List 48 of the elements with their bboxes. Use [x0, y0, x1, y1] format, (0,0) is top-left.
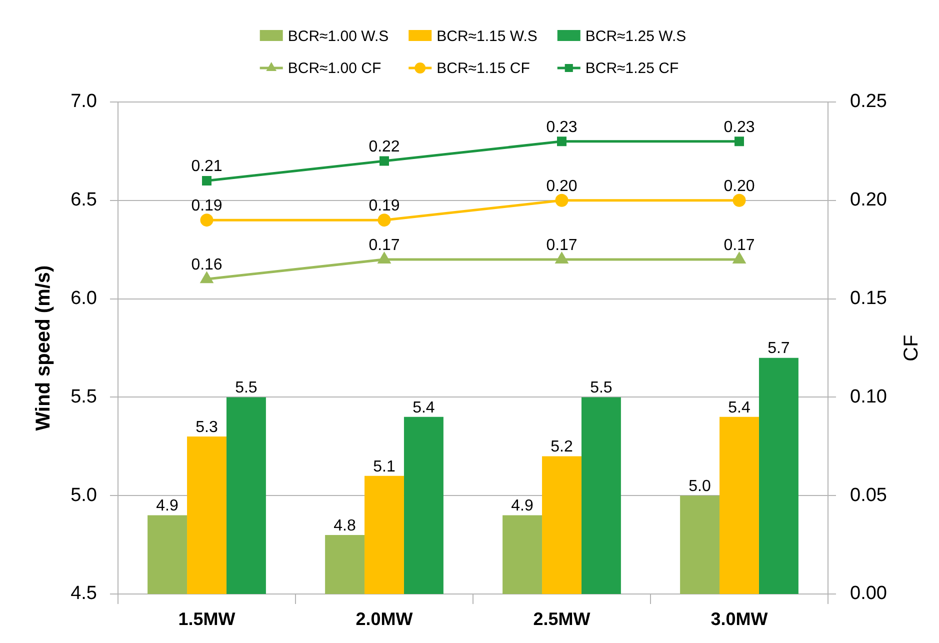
data-label: 5.1 — [373, 458, 396, 476]
y-axis-title: Wind speed (m/s) — [32, 265, 55, 431]
legend-label: BCR≈1.25 CF — [585, 60, 679, 78]
data-label: 5.5 — [590, 380, 612, 397]
data-label: 0.20 — [724, 178, 755, 195]
data-label: 0.19 — [191, 197, 222, 214]
data-label: 4.8 — [334, 517, 356, 534]
data-label: 5.3 — [196, 418, 218, 436]
y2-tick-label: 0.10 — [850, 386, 887, 408]
data-label: 0.23 — [724, 118, 755, 136]
data-label: 5.0 — [688, 478, 712, 496]
data-label: 5.2 — [550, 438, 573, 456]
y2-axis-title: CF — [900, 334, 923, 362]
legend-label: BCR≈1.00 CF — [288, 60, 382, 78]
legend-label: BCR≈1.15 CF — [436, 60, 530, 78]
data-label: 0.16 — [191, 256, 222, 274]
y-tick-label: 5.0 — [70, 484, 97, 506]
y-tick-label: 4.5 — [70, 583, 97, 604]
y-tick-label: 7.0 — [70, 91, 97, 112]
y2-tick-label: 0.25 — [850, 91, 887, 112]
data-label: 5.4 — [728, 399, 750, 416]
x-tick-label: 1.5MW — [178, 608, 236, 629]
y2-tick-label: 0.20 — [850, 190, 887, 211]
data-label: 0.19 — [368, 197, 400, 214]
y2-tick-label: 0.05 — [850, 484, 887, 506]
y2-tick-label: 0.00 — [850, 583, 887, 604]
data-label: 0.20 — [546, 178, 578, 195]
data-label: 5.5 — [235, 380, 258, 397]
data-label: 5.7 — [768, 340, 790, 358]
data-label: 0.23 — [546, 118, 578, 136]
legend-label: BCR≈1.25 W.S — [585, 28, 686, 46]
data-label: 4.9 — [511, 498, 534, 515]
x-tick-label: 2.5MW — [533, 608, 590, 629]
legend-label: BCR≈1.00 W.S — [288, 28, 389, 46]
y-tick-label: 6.0 — [70, 288, 97, 310]
legend-label: BCR≈1.15 W.S — [436, 28, 538, 46]
data-label: 5.4 — [412, 399, 435, 416]
x-tick-label: 3.0MW — [710, 608, 768, 629]
x-tick-label: 2.0MW — [356, 608, 413, 629]
data-label: 0.17 — [724, 236, 755, 254]
data-label: 0.22 — [368, 138, 400, 156]
data-label: 0.21 — [191, 158, 222, 176]
y-tick-label: 6.5 — [70, 190, 97, 211]
data-label: 0.17 — [546, 236, 578, 254]
data-label: 4.9 — [156, 498, 179, 515]
y2-tick-label: 0.15 — [850, 288, 887, 310]
y-tick-label: 5.5 — [70, 386, 97, 408]
data-label: 0.17 — [368, 236, 400, 254]
